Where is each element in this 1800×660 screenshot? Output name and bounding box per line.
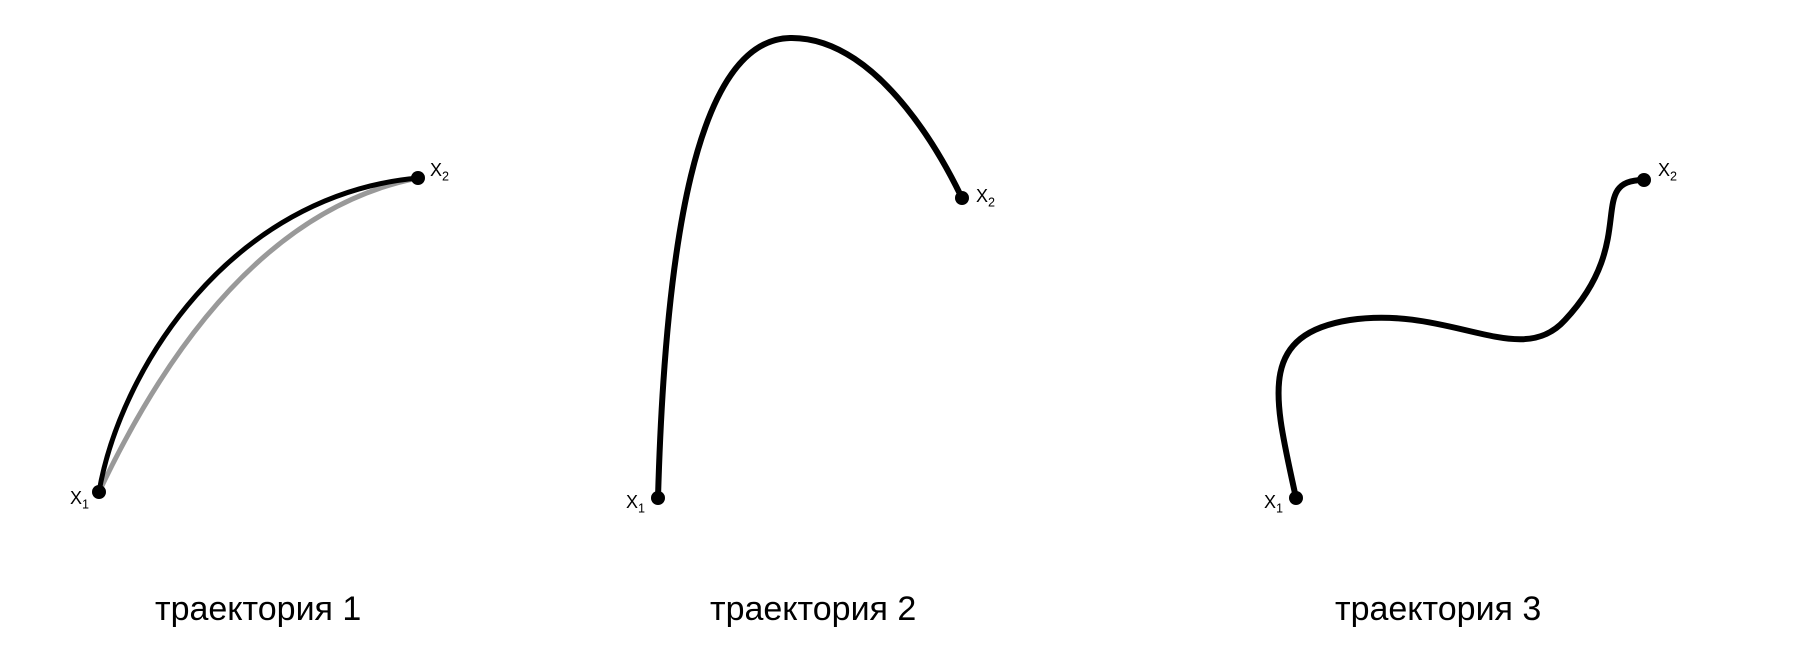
point-label-x1-panel-3: X1 bbox=[1264, 492, 1283, 516]
point-label-x2-panel-1: X2 bbox=[430, 160, 449, 184]
point-label-x2-panel-3: X2 bbox=[1658, 160, 1677, 184]
point-x1-panel-3 bbox=[1289, 491, 1303, 505]
trajectory-svg-1 bbox=[0, 0, 600, 660]
curve-3-black-curve bbox=[1279, 180, 1644, 498]
trajectory-panel-2: X1 X2 траектория 2 bbox=[560, 0, 1160, 660]
trajectory-panel-1: X1 X2 траектория 1 bbox=[0, 0, 600, 660]
point-label-x1-panel-1: X1 bbox=[70, 488, 89, 512]
caption-panel-3: траектория 3 bbox=[1335, 590, 1541, 629]
point-x1-panel-1 bbox=[92, 485, 106, 499]
trajectory-svg-3 bbox=[1190, 0, 1790, 660]
point-x1-panel-2 bbox=[651, 491, 665, 505]
point-label-x1-panel-2: X1 bbox=[626, 492, 645, 516]
point-x2-panel-2 bbox=[955, 191, 969, 205]
caption-panel-2: траектория 2 bbox=[710, 590, 916, 629]
curve-1-black-curve bbox=[99, 178, 418, 492]
trajectory-panel-3: X1 X2 траектория 3 bbox=[1190, 0, 1790, 660]
curve-1-gray-curve bbox=[99, 178, 418, 492]
point-label-x2-panel-2: X2 bbox=[976, 186, 995, 210]
point-x2-panel-3 bbox=[1637, 173, 1651, 187]
caption-panel-1: траектория 1 bbox=[155, 590, 361, 629]
curve-2-black-curve bbox=[658, 38, 962, 498]
point-x2-panel-1 bbox=[411, 171, 425, 185]
trajectory-svg-2 bbox=[560, 0, 1160, 660]
